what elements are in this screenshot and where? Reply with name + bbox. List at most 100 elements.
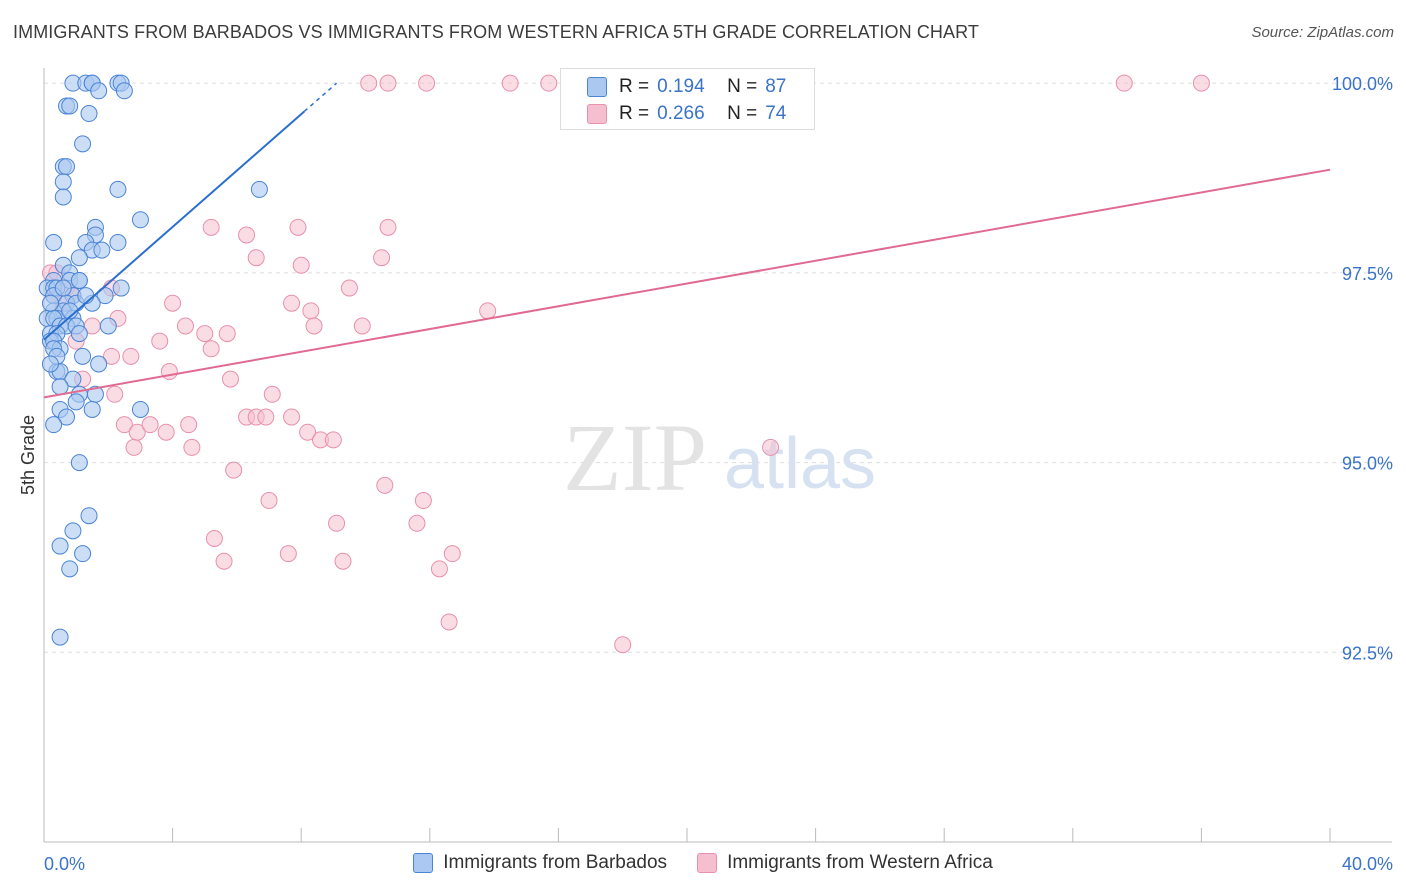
point-western-africa xyxy=(540,74,558,92)
point-western-africa xyxy=(479,302,497,320)
series-barbados-points xyxy=(38,74,268,646)
point-western-africa xyxy=(1192,74,1210,92)
point-western-africa xyxy=(614,636,632,654)
point-western-africa xyxy=(183,438,201,456)
point-barbados xyxy=(131,211,149,229)
watermark-zip: ZIP xyxy=(563,404,707,511)
point-barbados xyxy=(74,347,92,365)
point-western-africa xyxy=(1115,74,1133,92)
legend-item-western-africa[interactable]: Immigrants from Western Africa xyxy=(697,852,993,874)
chart-title: IMMIGRANTS FROM BARBADOS VS IMMIGRANTS F… xyxy=(13,22,980,42)
point-western-africa xyxy=(440,613,458,631)
point-western-africa xyxy=(260,492,278,510)
point-barbados xyxy=(58,158,76,176)
point-western-africa xyxy=(283,408,301,426)
point-barbados xyxy=(67,393,85,411)
point-barbados xyxy=(90,355,108,373)
point-western-africa xyxy=(205,529,223,547)
point-barbados xyxy=(70,249,88,267)
point-barbados xyxy=(41,355,59,373)
y-axis-label: 5th Grade xyxy=(18,415,38,495)
point-barbados xyxy=(54,188,72,206)
point-western-africa xyxy=(334,552,352,570)
point-barbados xyxy=(64,522,82,540)
point-western-africa xyxy=(263,385,281,403)
point-barbados xyxy=(74,545,92,563)
point-barbados xyxy=(80,105,98,123)
point-barbados xyxy=(51,628,69,646)
point-western-africa xyxy=(279,545,297,563)
point-barbados xyxy=(51,378,69,396)
point-western-africa xyxy=(164,294,182,312)
legend-label-western-africa: Immigrants from Western Africa xyxy=(727,852,993,873)
point-western-africa xyxy=(408,514,426,532)
point-barbados xyxy=(64,370,82,388)
point-western-africa xyxy=(292,256,310,274)
point-western-africa xyxy=(430,560,448,578)
legend-swatch-barbados xyxy=(413,853,434,873)
point-barbados xyxy=(54,279,72,297)
point-western-africa xyxy=(225,461,243,479)
stats-row-western-africa: R = 0.266 N = 74 xyxy=(587,101,786,127)
point-barbados xyxy=(250,180,268,198)
stats-n-value: 74 xyxy=(765,103,787,124)
point-western-africa xyxy=(379,74,397,92)
legend-swatch-western-africa xyxy=(697,853,718,873)
point-barbados xyxy=(109,234,127,252)
stats-legend-box: R = 0.194 N = 87 R = 0.266 N = 74 xyxy=(560,68,815,130)
point-barbados xyxy=(70,454,88,472)
point-western-africa xyxy=(218,325,236,343)
stats-r-value: 0.266 xyxy=(657,103,705,124)
point-western-africa xyxy=(373,249,391,267)
point-western-africa xyxy=(157,423,175,441)
point-western-africa xyxy=(247,249,265,267)
point-barbados xyxy=(112,279,130,297)
y-tick-label: 100.0% xyxy=(1332,74,1393,94)
stats-r-label: R = xyxy=(619,103,650,124)
watermark-atlas: atlas xyxy=(724,424,876,504)
point-western-africa xyxy=(202,218,220,236)
point-western-africa xyxy=(283,294,301,312)
point-barbados xyxy=(41,294,59,312)
point-western-africa xyxy=(238,226,256,244)
point-western-africa xyxy=(328,514,346,532)
y-tick-label: 97.5% xyxy=(1342,264,1393,284)
point-western-africa xyxy=(202,340,220,358)
point-western-africa xyxy=(762,438,780,456)
point-western-africa xyxy=(379,218,397,236)
x-tick-min: 0.0% xyxy=(44,854,85,874)
point-barbados xyxy=(93,241,111,259)
point-western-africa xyxy=(289,218,307,236)
point-western-africa xyxy=(418,74,436,92)
point-western-africa xyxy=(302,302,320,320)
bottom-legend: Immigrants from Barbados Immigrants from… xyxy=(0,852,1406,874)
point-western-africa xyxy=(151,332,169,350)
point-western-africa xyxy=(141,416,159,434)
point-western-africa xyxy=(103,347,121,365)
point-barbados xyxy=(70,271,88,289)
point-western-africa xyxy=(115,416,133,434)
point-barbados xyxy=(77,287,95,305)
point-western-africa xyxy=(324,431,342,449)
point-western-africa xyxy=(106,385,124,403)
point-western-africa xyxy=(122,347,140,365)
point-barbados xyxy=(83,400,101,418)
point-western-africa xyxy=(221,370,239,388)
point-western-africa xyxy=(501,74,519,92)
x-tick-max: 40.0% xyxy=(1342,854,1393,874)
point-western-africa xyxy=(128,423,146,441)
point-barbados xyxy=(70,325,88,343)
point-barbados xyxy=(61,560,79,578)
grid-lines xyxy=(44,82,1392,653)
stats-n-value: 87 xyxy=(765,76,787,97)
legend-item-barbados[interactable]: Immigrants from Barbados xyxy=(413,852,667,874)
point-western-africa xyxy=(196,325,214,343)
point-western-africa xyxy=(353,317,371,335)
axes xyxy=(43,68,1392,843)
trend-line-barbados-extension xyxy=(303,82,338,112)
watermark: ZIP atlas xyxy=(563,404,876,511)
point-western-africa xyxy=(125,438,143,456)
point-western-africa xyxy=(305,317,323,335)
point-barbados xyxy=(115,82,133,100)
